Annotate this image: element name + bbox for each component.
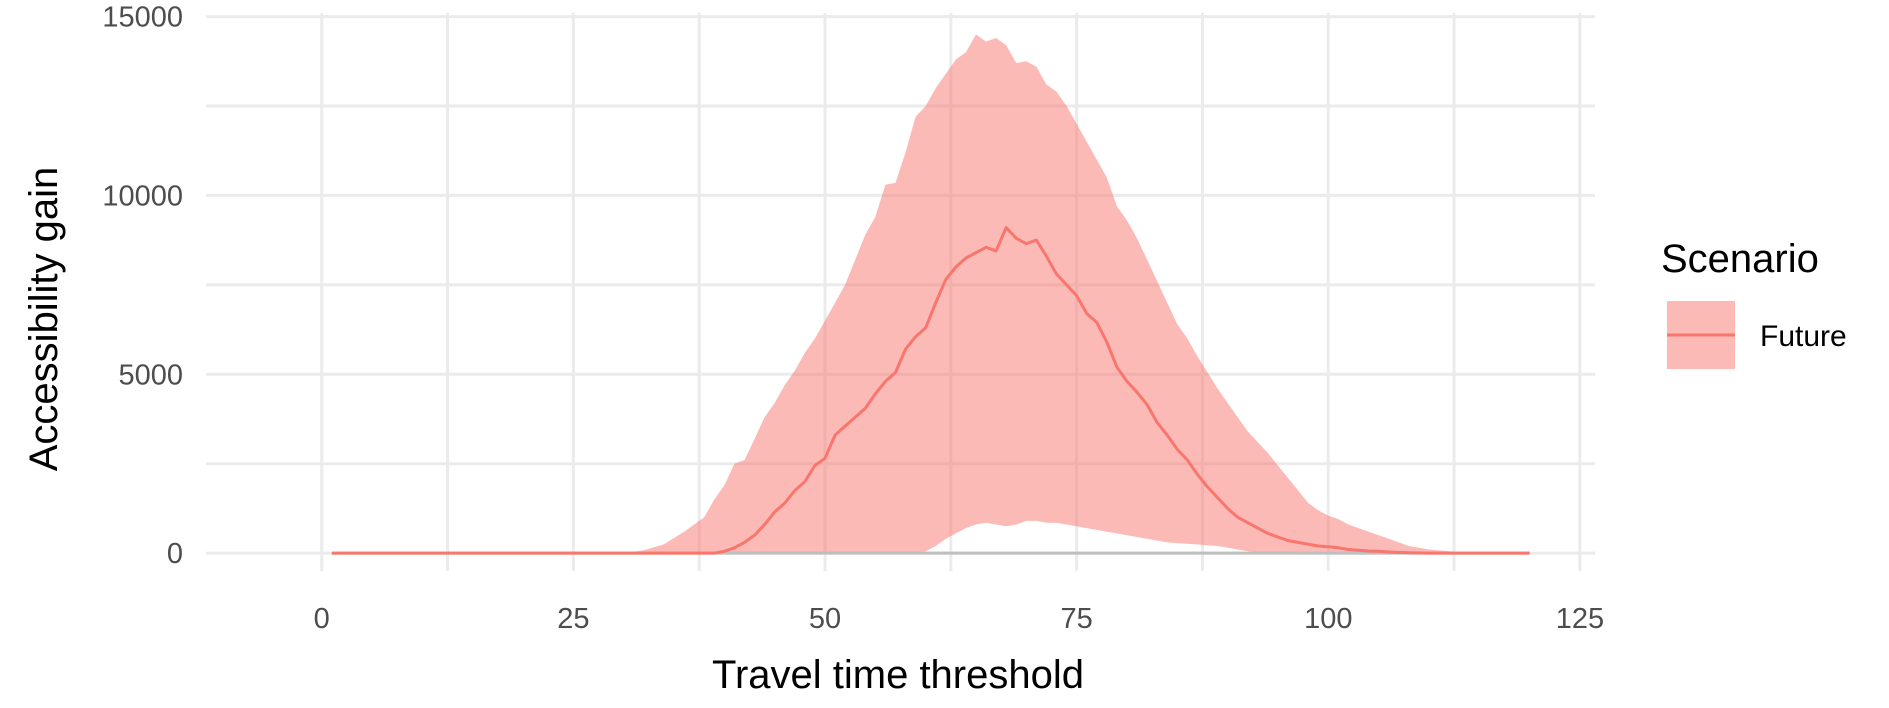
y-axis: 0 5000 10000 15000 — [102, 2, 183, 571]
x-axis-title: Travel time threshold — [712, 653, 1084, 697]
plot-area — [331, 34, 1530, 555]
x-tick-label: 100 — [1304, 603, 1352, 635]
x-tick-label: 0 — [314, 603, 330, 635]
y-tick-label: 0 — [167, 538, 183, 570]
line-future — [331, 226, 1530, 555]
legend-label-future: Future — [1760, 320, 1847, 353]
y-tick-label: 15000 — [102, 2, 183, 34]
x-tick-label: 75 — [1061, 603, 1093, 635]
x-tick-label: 50 — [809, 603, 841, 635]
ribbon-future — [331, 34, 1530, 554]
x-tick-label: 25 — [557, 603, 589, 635]
y-tick-label: 10000 — [102, 180, 183, 212]
legend: Scenario Future — [1661, 237, 1847, 369]
legend-title: Scenario — [1661, 237, 1819, 281]
x-tick-label: 125 — [1556, 603, 1604, 635]
x-axis: 0 25 50 75 100 125 — [314, 603, 1604, 635]
y-axis-title: Accessibility gain — [22, 167, 66, 472]
y-tick-label: 5000 — [118, 359, 183, 391]
